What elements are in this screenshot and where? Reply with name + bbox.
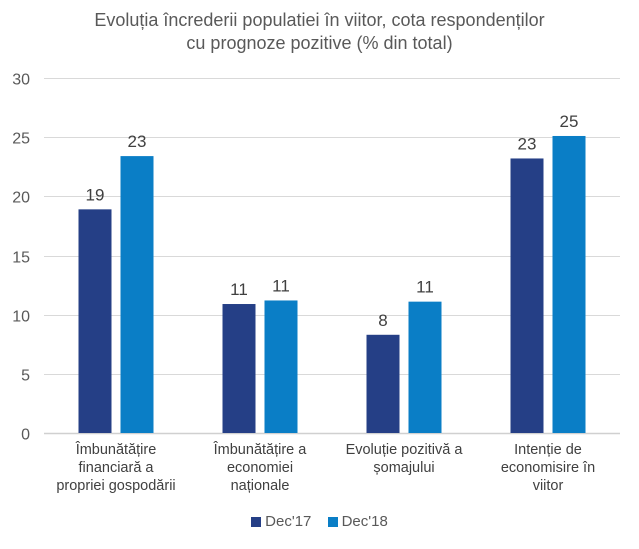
y-tick-label: 25 <box>12 131 30 148</box>
x-category-label-line: Îmbunătățire <box>75 442 157 458</box>
bar-dec18-0 <box>120 156 154 433</box>
data-labels: 19 23 11 11 8 11 23 25 <box>86 112 579 330</box>
y-tick-label: 15 <box>12 250 30 267</box>
bar-dec17-2 <box>366 334 400 433</box>
x-category-label-line: propriei gospodării <box>56 478 176 494</box>
bar-dec18-3 <box>552 135 586 433</box>
bar-dec18-2 <box>408 301 442 433</box>
legend-item-dec17: Dec'17 <box>251 513 311 530</box>
x-category-label-line: șomajului <box>373 460 435 476</box>
chart-title-line-2: cu prognoze pozitive (% din total) <box>186 33 453 53</box>
y-tick-label: 5 <box>21 368 30 385</box>
y-tick-label: 10 <box>12 309 30 326</box>
chart-title-line-1: Evoluția încrederii populatiei în viitor… <box>94 10 545 30</box>
bars <box>78 135 586 433</box>
y-tick-label: 0 <box>21 427 30 444</box>
bar-dec17-0 <box>78 209 112 433</box>
data-label: 25 <box>560 112 579 131</box>
data-label: 23 <box>128 132 147 151</box>
bar-dec17-1 <box>222 304 256 433</box>
legend: Dec'17 Dec'18 <box>0 513 639 531</box>
x-category-label-line: economiei <box>226 460 294 476</box>
x-category-label-line: Intenție de <box>514 442 582 458</box>
x-category-label-line: viitor <box>532 478 564 494</box>
y-tick-label: 30 <box>12 72 30 89</box>
chart-title: Evoluția încrederii populatiei în viitor… <box>0 9 639 55</box>
data-label: 23 <box>518 134 537 153</box>
x-category-label: Intenție de economisire în viitor <box>478 441 618 495</box>
x-category-label-line: economisire în <box>500 460 596 476</box>
legend-label-dec18: Dec'18 <box>341 513 388 530</box>
x-category-label-line: Evoluție pozitivă a <box>345 442 463 458</box>
y-tick-label: 20 <box>12 190 30 207</box>
data-label: 11 <box>230 280 248 299</box>
legend-label-dec17: Dec'17 <box>265 513 312 530</box>
y-axis-ticks: 0 5 10 15 20 25 30 <box>12 72 30 444</box>
bar-dec18-1 <box>264 300 298 433</box>
data-label: 8 <box>378 311 387 330</box>
x-category-label: Îmbunătățire financiară a propriei gospodă… <box>46 441 186 495</box>
x-category-label-line: Îmbunătățire a <box>213 442 307 458</box>
x-category-label-line: naționale <box>230 478 290 494</box>
x-category-label: Evoluție pozitivă a șomajului <box>334 441 474 477</box>
data-label: 19 <box>86 185 105 204</box>
data-label: 11 <box>272 276 290 295</box>
data-label: 11 <box>416 278 434 297</box>
bar-dec17-3 <box>510 158 544 433</box>
legend-item-dec18: Dec'18 <box>327 513 388 530</box>
x-category-label-line: financiară a <box>78 460 154 476</box>
legend-swatch-dec17 <box>251 516 262 527</box>
x-category-label: Îmbunătățire a economiei naționale <box>190 441 330 495</box>
legend-swatch-dec18 <box>327 516 338 527</box>
